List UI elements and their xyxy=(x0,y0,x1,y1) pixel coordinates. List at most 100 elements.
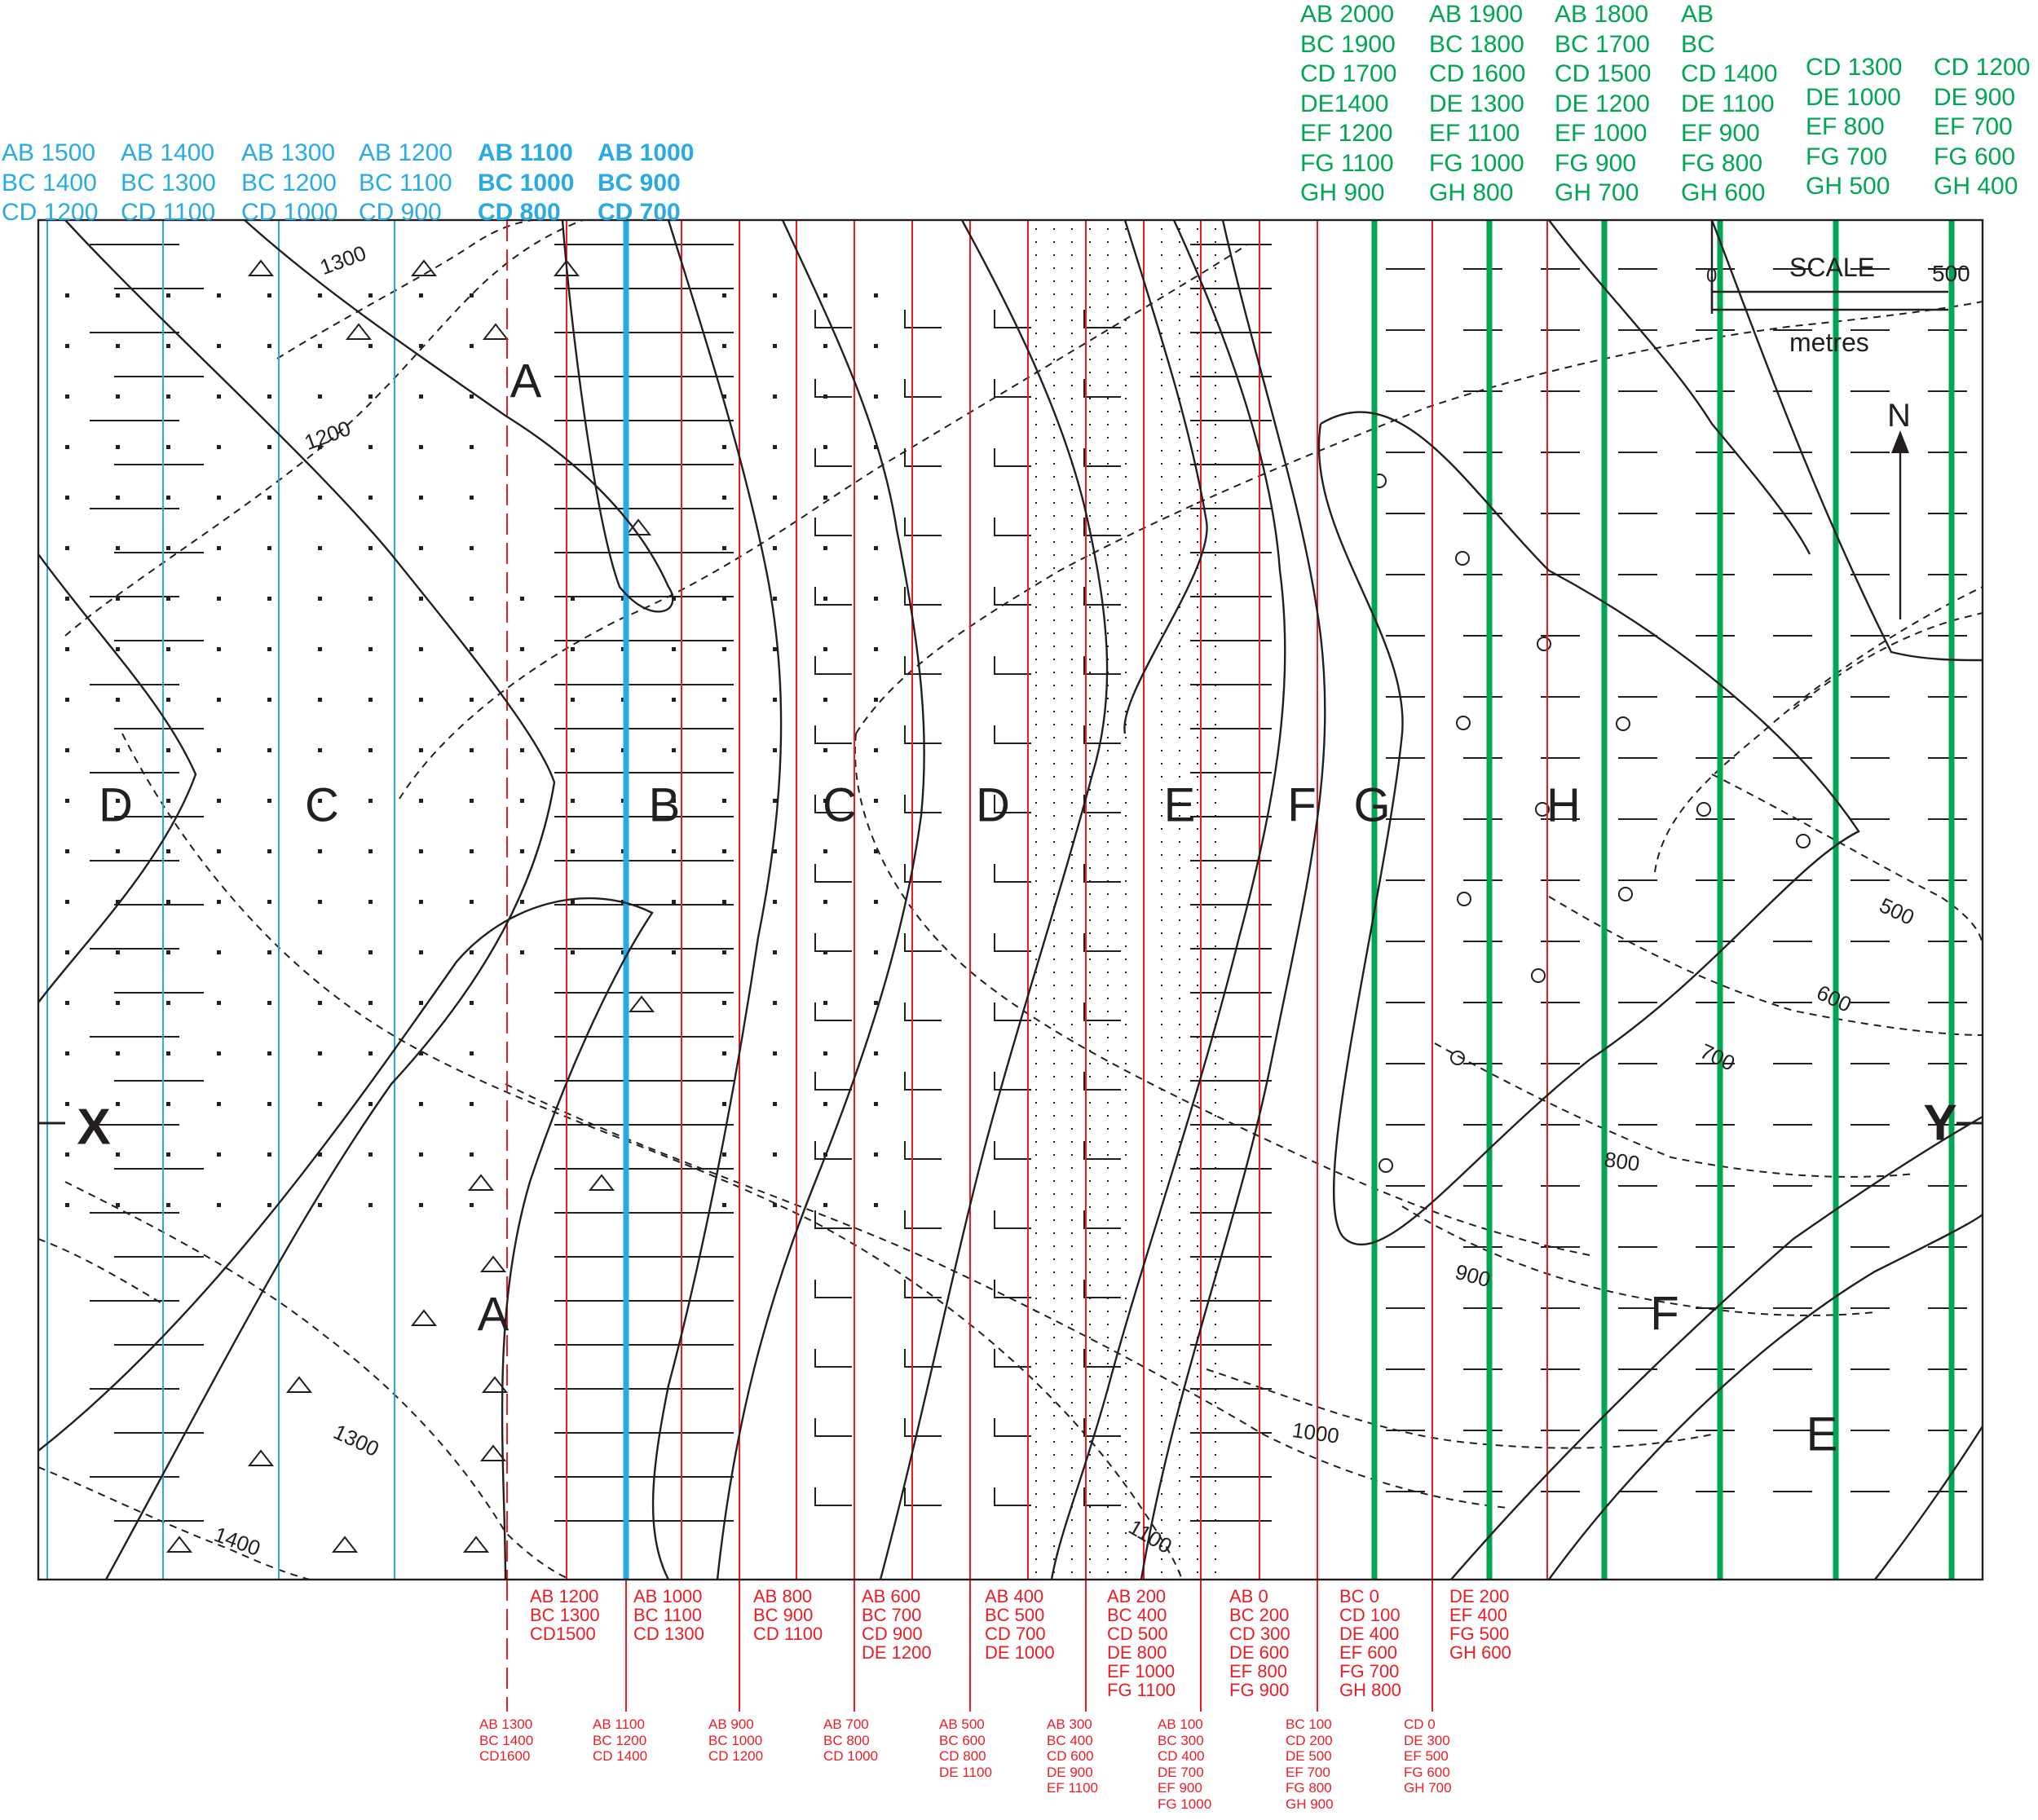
fine-dot xyxy=(1179,228,1180,230)
fine-dot xyxy=(1071,280,1073,282)
green-strike-label-line: CD 1500 xyxy=(1555,60,1652,87)
dot-symbol xyxy=(470,900,474,904)
fine-dot xyxy=(1035,919,1037,921)
dot-symbol xyxy=(368,698,373,702)
fine-dot xyxy=(1215,1245,1216,1247)
l-symbol xyxy=(904,933,942,952)
fine-dot xyxy=(1215,932,1216,934)
fine-dot xyxy=(1125,1441,1127,1443)
fine-dot xyxy=(1089,724,1091,725)
fine-dot xyxy=(1089,1467,1091,1469)
dot-symbol xyxy=(166,293,170,297)
fine-dot xyxy=(1107,580,1109,582)
fine-dot xyxy=(1179,1258,1180,1260)
fine-dot xyxy=(1071,1428,1073,1430)
fine-dot xyxy=(1053,1441,1055,1443)
fine-dot xyxy=(1071,1011,1073,1012)
dot-symbol xyxy=(470,950,474,954)
fine-dot xyxy=(1107,567,1109,569)
fine-dot xyxy=(1197,450,1198,452)
fine-dot xyxy=(1179,1337,1180,1338)
fine-dot xyxy=(1071,1180,1073,1182)
fine-dot xyxy=(1161,737,1162,738)
dot-symbol xyxy=(65,698,69,702)
fine-dot xyxy=(1053,789,1055,791)
green-strike-label-line: CD 1700 xyxy=(1300,60,1397,87)
dot-symbol xyxy=(217,1203,221,1207)
fine-dot xyxy=(1035,1571,1037,1573)
red-strike-label-small-line: FG 800 xyxy=(1286,1780,1332,1796)
dot-symbol xyxy=(823,546,827,550)
circle-symbol xyxy=(1379,1158,1393,1173)
dot-symbol xyxy=(773,799,777,803)
fine-dot xyxy=(1071,1193,1073,1195)
fine-dot xyxy=(1215,1141,1216,1143)
dot-symbol xyxy=(166,799,170,803)
fine-dot xyxy=(1125,267,1127,269)
blue-strike-label-line: AB 1500 xyxy=(2,139,96,166)
red-strike-label-line: DE 200 xyxy=(1449,1586,1510,1606)
fine-dot xyxy=(1053,1428,1055,1430)
fine-dot xyxy=(1035,724,1037,725)
l-symbol xyxy=(814,1072,852,1091)
fine-dot xyxy=(1125,841,1127,843)
fine-dot xyxy=(1125,254,1127,256)
fine-dot xyxy=(1179,515,1180,517)
fine-dot xyxy=(1071,241,1073,243)
fine-dot xyxy=(1089,567,1091,569)
red-strike-label-small-line: AB 900 xyxy=(708,1716,754,1732)
dot-symbol xyxy=(419,293,423,297)
triangle-symbol xyxy=(462,1536,490,1553)
fine-dot xyxy=(1035,463,1037,465)
fine-dot xyxy=(1071,945,1073,947)
dot-symbol xyxy=(318,950,322,954)
fine-dot xyxy=(1089,906,1091,908)
dot-symbol xyxy=(470,698,474,702)
fine-dot xyxy=(1053,593,1055,595)
red-strike-label-small-line: FG 1000 xyxy=(1158,1796,1212,1812)
dot-symbol xyxy=(672,698,676,702)
fine-dot xyxy=(1107,1337,1109,1338)
fine-dot xyxy=(1215,1102,1216,1104)
fine-dot xyxy=(1071,1063,1073,1064)
fine-dot xyxy=(1107,1415,1109,1417)
fine-dot xyxy=(1089,411,1091,412)
contour-line xyxy=(1793,612,1983,710)
l-symbol xyxy=(904,1487,942,1506)
dot-symbol xyxy=(773,394,777,399)
dot-symbol xyxy=(368,950,373,954)
section-end-x: X xyxy=(77,1099,111,1156)
fine-dot xyxy=(1161,280,1162,282)
dot-symbol xyxy=(267,1102,271,1106)
dot-symbol xyxy=(571,698,575,702)
fine-dot xyxy=(1197,919,1198,921)
fine-dot xyxy=(1089,828,1091,830)
l-symbol xyxy=(904,656,942,675)
fine-dot xyxy=(1215,1167,1216,1169)
fine-dot xyxy=(1035,632,1037,634)
fine-dot xyxy=(1125,998,1127,999)
fine-dot xyxy=(1161,1154,1162,1156)
boundary-line xyxy=(1450,1115,1983,1580)
fine-dot xyxy=(1197,333,1198,334)
fine-dot xyxy=(1107,737,1109,738)
fine-dot xyxy=(1053,567,1055,569)
dot-symbol xyxy=(65,1001,69,1005)
fine-dot xyxy=(1053,1011,1055,1012)
fine-dot xyxy=(1035,567,1037,569)
fine-dot xyxy=(1035,1454,1037,1456)
green-strike-label-line: FG 900 xyxy=(1555,149,1637,177)
fine-dot xyxy=(1197,580,1198,582)
circle-symbol xyxy=(1455,551,1470,566)
dot-symbol xyxy=(166,950,170,954)
red-strike-label: AB 1000 BC 1100 CD 1300 xyxy=(633,1587,704,1643)
dot-symbol xyxy=(520,698,524,702)
red-strike-label-line: DE 400 xyxy=(1339,1624,1400,1644)
unit-label: H xyxy=(1546,778,1581,832)
fine-dot xyxy=(1125,1415,1127,1417)
dot-symbol xyxy=(470,1203,474,1207)
red-strike-label-line: CD 700 xyxy=(985,1624,1046,1644)
fine-dot xyxy=(1089,346,1091,347)
fine-dot xyxy=(1125,1571,1127,1573)
fine-dot xyxy=(1215,1193,1216,1195)
